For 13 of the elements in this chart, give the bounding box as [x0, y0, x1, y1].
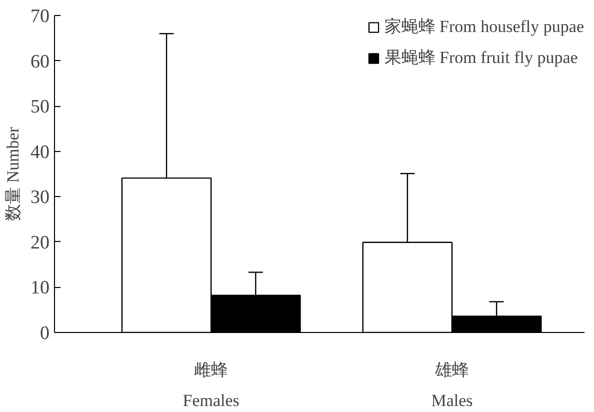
y-tick-label: 60	[30, 51, 50, 72]
y-axis-title: 数量 Number	[4, 126, 22, 221]
legend-label: 果蝇蜂 From fruit fly pupae	[384, 47, 578, 69]
legend-label: 家蝇蜂 From housefly pupae	[384, 16, 584, 38]
x-tick-label: 雄蜂 Males	[431, 360, 473, 410]
y-tick-label: 50	[30, 96, 50, 118]
y-tick-label: 30	[30, 187, 50, 208]
y-tick-label: 0	[40, 323, 50, 344]
y-tick-label: 20	[30, 232, 50, 254]
y-tick-label: 10	[30, 278, 50, 299]
y-tick-label: 40	[30, 142, 50, 163]
y-tick-label: 70	[30, 6, 50, 27]
x-tick-label: 雌蜂 Females	[182, 360, 240, 410]
